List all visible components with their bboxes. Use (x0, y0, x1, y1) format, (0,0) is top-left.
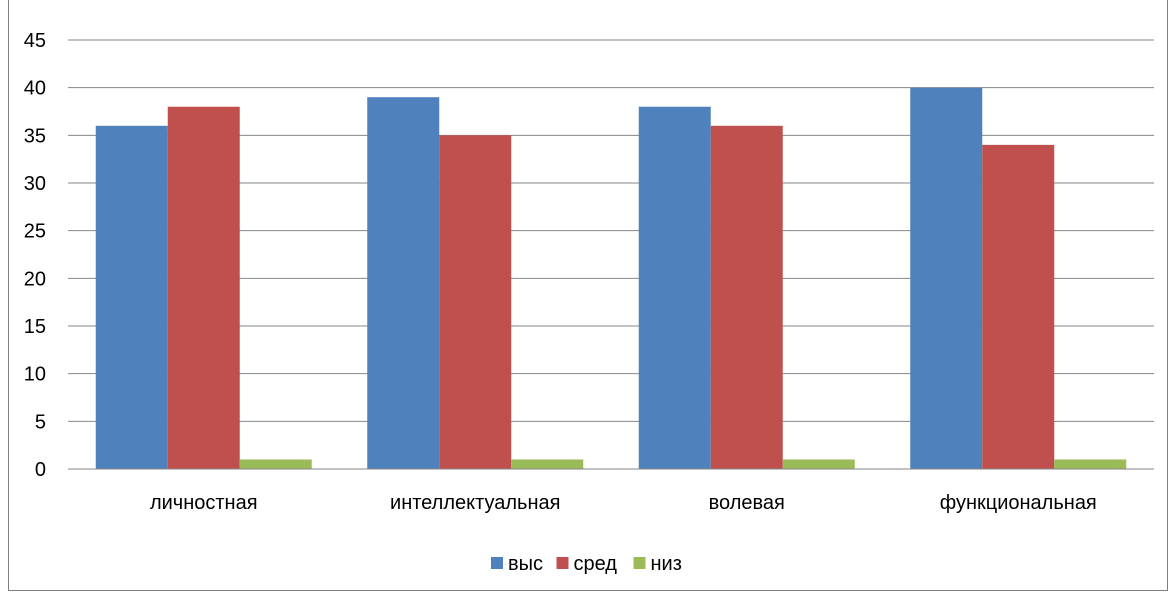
y-tick-label: 15 (24, 316, 46, 338)
bar (1054, 459, 1127, 469)
legend-swatch (556, 557, 569, 569)
legend-swatch (491, 557, 503, 569)
bar (638, 106, 711, 469)
x-tick-label: интеллектуальная (390, 492, 560, 514)
x-tick-label: личностная (150, 492, 258, 514)
bar (782, 459, 855, 469)
x-tick-label: волевая (709, 492, 785, 514)
y-tick-label: 5 (35, 411, 46, 433)
x-tick-label: функциональная (940, 492, 1097, 514)
y-tick-label: 35 (24, 125, 46, 147)
bar (511, 459, 584, 469)
bar (710, 125, 783, 470)
y-tick-label: 0 (35, 459, 46, 481)
bar (910, 87, 983, 470)
bar (439, 135, 512, 470)
bar (95, 125, 168, 470)
bar (367, 97, 440, 469)
y-tick-label: 20 (24, 268, 46, 290)
y-tick-label: 40 (24, 78, 46, 100)
y-tick-label: 25 (24, 221, 46, 243)
legend-swatch (633, 557, 646, 569)
bar (982, 144, 1055, 469)
legend-label: низ (651, 553, 682, 575)
y-tick-label: 30 (24, 173, 46, 195)
y-tick-label: 45 (24, 30, 46, 52)
legend-label: сред (574, 553, 618, 575)
y-tick-label: 10 (24, 364, 46, 386)
bar (167, 106, 240, 469)
bar (239, 459, 312, 469)
legend-label: выс (508, 553, 543, 575)
